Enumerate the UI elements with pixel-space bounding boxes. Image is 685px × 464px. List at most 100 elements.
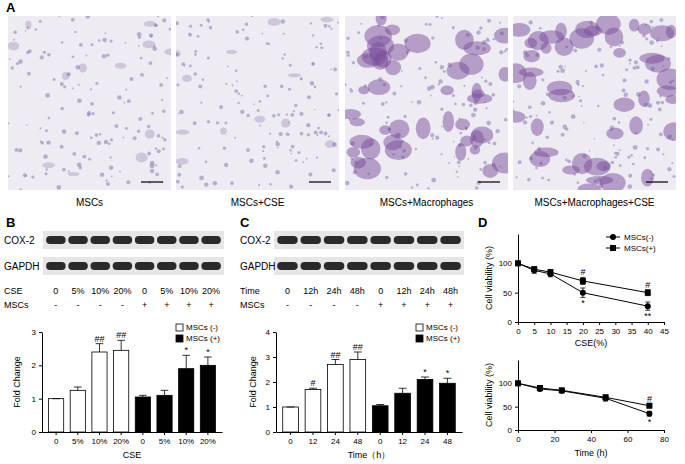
micrograph-texture xyxy=(523,72,537,90)
micrograph-texture xyxy=(320,17,333,22)
micrograph-texture xyxy=(505,48,508,51)
micrograph-texture xyxy=(82,155,86,159)
tick-mark xyxy=(567,322,568,325)
micrograph-texture xyxy=(177,84,180,87)
tick: 12 xyxy=(309,432,318,446)
micrograph-texture xyxy=(317,127,320,130)
micrograph-texture xyxy=(106,182,110,186)
micrograph-texture xyxy=(561,133,565,137)
micrograph-texture xyxy=(206,18,209,21)
micrograph-texture xyxy=(667,167,671,171)
micrograph-texture xyxy=(224,163,228,167)
significance-mark: ## xyxy=(116,330,126,340)
tick-mark xyxy=(515,407,518,408)
micrograph-texture xyxy=(579,99,582,102)
micrograph-texture xyxy=(157,134,161,138)
micrograph-texture xyxy=(257,109,260,112)
micrograph-texture xyxy=(20,188,22,190)
tick: 25 xyxy=(595,322,604,336)
lane-label: 24h xyxy=(327,286,342,296)
error-bar xyxy=(287,407,295,408)
micrograph-texture xyxy=(277,147,279,149)
blot-band xyxy=(157,262,177,270)
micrograph-texture xyxy=(499,50,503,54)
tick-label: 15 xyxy=(563,327,572,336)
micrograph-texture xyxy=(455,118,470,130)
lane-label: + xyxy=(142,300,147,310)
error-cap xyxy=(139,395,147,396)
tick-mark xyxy=(664,430,665,433)
micrograph-texture xyxy=(432,138,434,140)
micrograph-texture xyxy=(484,79,487,82)
micrograph-texture xyxy=(90,136,93,139)
lane-label: 5% xyxy=(72,286,85,296)
micrograph-texture xyxy=(459,132,462,135)
line xyxy=(518,263,648,292)
tick-mark xyxy=(648,322,649,325)
y-axis: 0123 xyxy=(32,328,43,437)
micrograph-texture xyxy=(346,37,349,40)
micrograph-texture xyxy=(31,175,34,178)
micrograph-texture xyxy=(102,38,107,43)
micrograph-texture xyxy=(411,186,413,188)
marker xyxy=(547,269,553,275)
micrograph-texture xyxy=(230,181,234,185)
micrograph-texture xyxy=(46,168,48,170)
blot-band xyxy=(300,262,321,270)
y-axis: 050100 xyxy=(499,361,519,436)
error-bar xyxy=(645,302,650,310)
tick-mark xyxy=(207,432,208,435)
micrograph-texture xyxy=(523,50,540,62)
tick-label: 20% xyxy=(200,437,216,446)
micrograph-texture xyxy=(440,65,444,69)
tick: 0 xyxy=(516,430,521,444)
micrograph-texture xyxy=(41,141,44,144)
micrograph-texture xyxy=(133,136,137,140)
micrograph-texture xyxy=(613,144,615,146)
marker xyxy=(531,266,537,272)
micrograph-texture xyxy=(207,120,210,123)
micrograph-texture xyxy=(283,33,285,35)
lane-label: 10% xyxy=(180,286,198,296)
tick-label: 20 xyxy=(579,327,588,336)
micrograph-texture xyxy=(629,63,631,65)
micrograph-texture xyxy=(531,142,534,145)
micrograph-texture xyxy=(448,162,450,164)
tick-mark xyxy=(39,365,42,366)
micrograph-texture xyxy=(454,156,456,158)
blot-membrane xyxy=(43,257,224,275)
micrograph-texture xyxy=(60,107,64,111)
micrograph-texture xyxy=(455,30,474,50)
micrograph-texture xyxy=(333,68,337,72)
micrograph-texture xyxy=(62,72,70,80)
tick-label: 5% xyxy=(159,437,171,446)
blot-band xyxy=(370,262,391,270)
micrograph-texture xyxy=(320,46,323,49)
error-bar xyxy=(96,344,104,352)
micrograph-texture xyxy=(100,172,105,177)
micrograph-texture xyxy=(176,158,189,165)
micrograph-texture xyxy=(246,114,250,118)
micrograph-texture xyxy=(660,101,664,105)
micrograph-texture xyxy=(627,184,632,189)
micrograph-texture xyxy=(236,80,238,82)
axis-line xyxy=(42,333,43,433)
tick-label: 20 xyxy=(551,435,560,444)
lane-label: + xyxy=(378,300,383,310)
error-cap xyxy=(287,407,295,408)
tick-label: 100 xyxy=(499,259,513,268)
micrograph-texture xyxy=(430,85,435,90)
micrograph-background xyxy=(8,16,171,190)
bar xyxy=(135,397,150,432)
micrograph-texture xyxy=(328,25,330,27)
micrograph-texture xyxy=(324,24,328,28)
micrograph-texture xyxy=(179,110,184,115)
micrograph-texture xyxy=(647,124,649,126)
y-axis: 050100 xyxy=(499,235,519,328)
micrograph-texture xyxy=(150,169,154,173)
micrograph-texture xyxy=(368,79,391,95)
micrograph-texture xyxy=(288,73,301,77)
tick: 24 xyxy=(331,432,340,446)
micrograph-texture xyxy=(435,136,439,140)
scale-bar xyxy=(478,181,500,182)
